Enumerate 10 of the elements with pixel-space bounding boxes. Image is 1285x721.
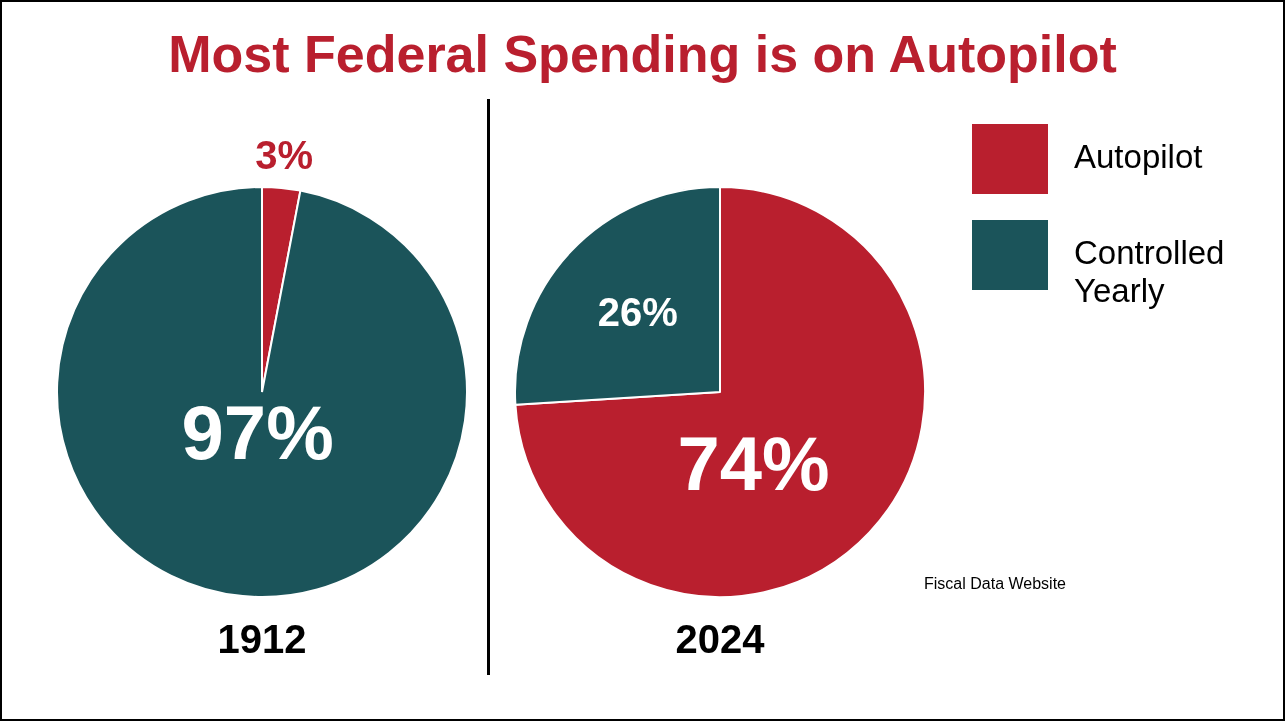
text: Fiscal Data Website [924, 575, 1066, 593]
legend-label: Controlled Yearly [1074, 233, 1226, 310]
text: Most Federal Spending is on Autopilot [167, 24, 1118, 84]
legend-label: Autopilot [1074, 137, 1204, 176]
data-label: 97% [181, 389, 334, 475]
data-label: 3% [255, 133, 314, 178]
text: 2024 [675, 617, 766, 662]
data-label: 74% [677, 420, 830, 506]
data-label: 26% [597, 289, 678, 334]
text: 1912 [217, 617, 307, 662]
